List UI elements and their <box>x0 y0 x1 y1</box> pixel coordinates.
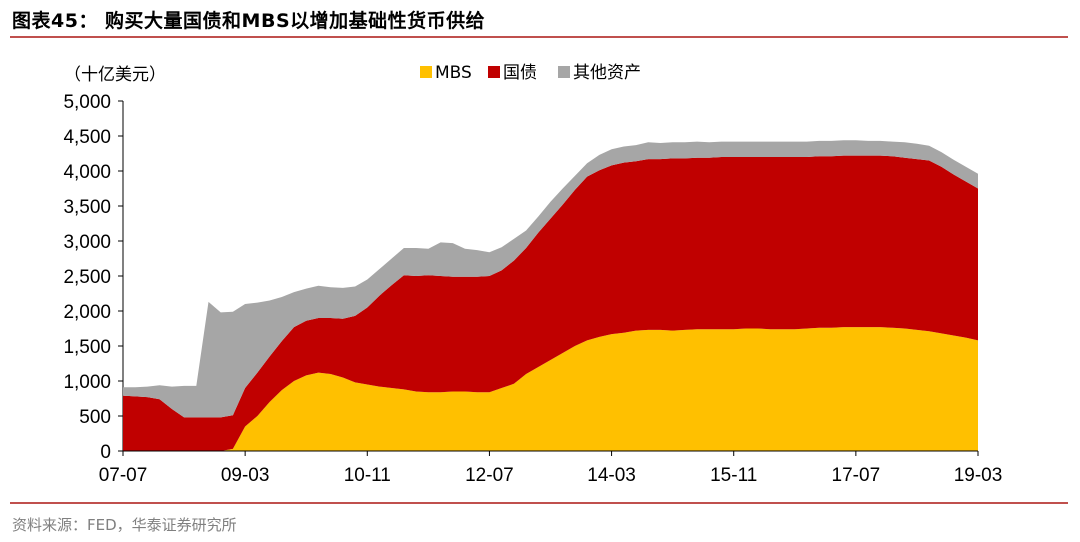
figure-title: 图表45： 购买大量国债和MBS以增加基础性货币供给 <box>12 10 486 32</box>
area-series-1 <box>123 155 978 451</box>
x-tick-label: 09-03 <box>221 465 270 486</box>
legend-swatch <box>488 66 500 78</box>
top-rule <box>10 36 1068 38</box>
legend-swatch <box>558 66 570 78</box>
y-tick-label: 500 <box>79 407 111 428</box>
stacked-area-chart: 0 500 1,000 1,500 2,000 2,500 3,000 3,500 4,000 4… <box>63 63 1003 486</box>
x-tick-label: 15-11 <box>710 465 757 486</box>
y-tick-label: 1,000 <box>63 372 111 393</box>
x-tick-label: 10-11 <box>344 465 391 486</box>
y-tick-label: 1,500 <box>63 337 111 358</box>
x-tick-label: 19-03 <box>954 465 1003 486</box>
y-tick-label: 3,500 <box>63 197 111 218</box>
area-series-0 <box>123 327 978 451</box>
y-tick-label: 4,500 <box>63 127 111 148</box>
x-tick-label: 14-03 <box>587 465 636 486</box>
y-tick-label: 2,000 <box>63 302 111 323</box>
legend-label: 国债 <box>503 63 537 83</box>
y-tick-label: 2,500 <box>63 267 111 288</box>
bottom-rule <box>10 502 1068 504</box>
y-tick-label: 4,000 <box>63 162 111 183</box>
x-axis: 07-07 09-03 10-11 12-07 14-03 15-11 17-07 19-03 <box>99 450 1003 486</box>
legend-swatch <box>420 66 432 78</box>
y-tick-label: 3,000 <box>63 232 111 253</box>
legend-label: MBS <box>435 63 472 83</box>
y-tick-label: 5,000 <box>63 92 111 113</box>
legend-label: 其他资产 <box>573 63 641 83</box>
legend: MBS 国债 其他资产 <box>420 63 641 83</box>
plot-area <box>123 140 978 451</box>
y-tick-label: 0 <box>100 442 111 463</box>
x-tick-label: 07-07 <box>99 465 148 486</box>
x-tick-label: 12-07 <box>465 465 514 486</box>
source-note: 资料来源：FED，华泰证券研究所 <box>12 516 237 534</box>
area-series-2 <box>123 140 978 418</box>
x-tick-label: 17-07 <box>832 465 881 486</box>
unit-label: （十亿美元） <box>64 65 166 85</box>
y-axis: 0 500 1,000 1,500 2,000 2,500 3,000 3,500 4,000 4… <box>63 92 124 463</box>
